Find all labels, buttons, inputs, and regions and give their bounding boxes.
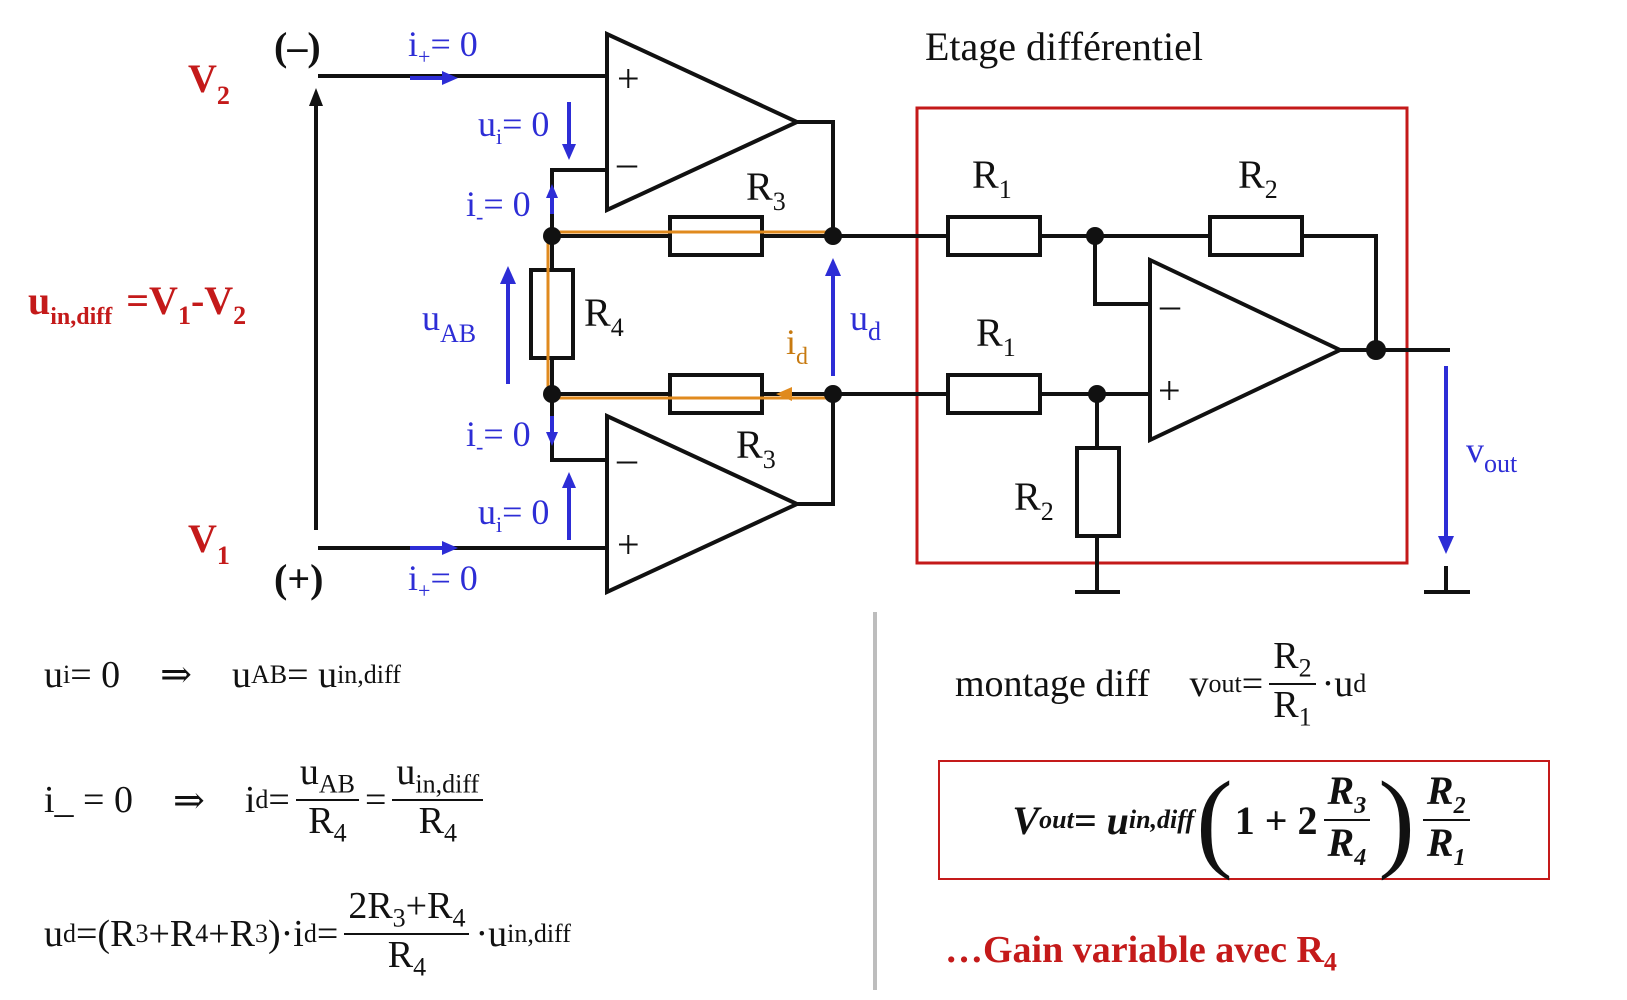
r2-bottom-label: R2: [1014, 474, 1054, 526]
vout-label: vout: [1466, 430, 1518, 478]
fraction-r2-r1: R2 R1: [1269, 635, 1316, 732]
minus-terminal-label: (–): [274, 24, 321, 69]
implies-symbol-2: ⇒: [173, 779, 205, 822]
fraction-r3-r4: R3 R4: [1323, 768, 1371, 872]
ui-bottom-arrowhead: [562, 472, 576, 488]
top-opamp: [605, 30, 802, 214]
r3-bottom-label: R3: [736, 422, 776, 474]
ui-top-arrowhead: [562, 144, 576, 160]
r2-feedback-resistor: [1208, 215, 1304, 257]
implies-symbol-1: ⇒: [160, 654, 193, 696]
r2-top-label: R2: [1238, 152, 1278, 204]
ud-label: ud: [850, 298, 881, 346]
r1-top-resistor: [946, 215, 1042, 257]
im-top-arrowhead: [546, 184, 558, 198]
id-arrowhead: [776, 387, 792, 401]
uab-label: uAB: [422, 298, 476, 348]
bottom-output-wire: [797, 394, 835, 506]
r1-top-label: R1: [972, 152, 1012, 204]
fraction-2r3r4: 2R3+R4 R4: [344, 885, 470, 982]
circuit-diagram: Etage différentiel + – – + – +: [28, 24, 1518, 603]
im-top-label: i-= 0: [466, 184, 531, 229]
ip-top-label: i+= 0: [408, 24, 478, 69]
top-feedback-wire: [550, 168, 605, 236]
vout-arrowhead: [1438, 536, 1454, 554]
fraction-result-r2-r1: R2 R1: [1422, 768, 1470, 872]
r1-bottom-label: R1: [976, 310, 1016, 362]
input-voltage-arrowhead: [309, 88, 323, 106]
node-a: [543, 227, 561, 245]
equation-diff: montage diff v out = R2 R1 ·u d: [955, 635, 1367, 732]
r3-top-label: R3: [746, 164, 786, 216]
ud-arrowhead: [825, 258, 841, 276]
bottom-opamp-minus: –: [616, 436, 638, 481]
diff-minus-wire: [1093, 236, 1150, 306]
uab-arrowhead: [500, 266, 516, 284]
vertical-divider: [873, 612, 877, 990]
plus-terminal-label: (+): [274, 556, 323, 601]
diff-opamp-plus: +: [1158, 368, 1181, 413]
fraction-uin-r4: uin,diff R4: [392, 751, 484, 848]
equation-ud: u d =(R 3 +R 4 +R 3)·i d = 2R3+R4 R4 ·u in,diff: [44, 885, 571, 982]
differential-stage-box: [915, 106, 1409, 565]
top-output-wire: [797, 120, 835, 236]
ip-bottom-arrowhead: [442, 541, 458, 555]
ip-bottom-label: i+= 0: [408, 558, 478, 603]
bottom-opamp: [605, 412, 802, 596]
fraction-uab-r4: uAB R4: [295, 751, 359, 848]
node-minus: [1086, 227, 1104, 245]
ui-bottom-label: ui= 0: [478, 492, 549, 537]
diff-opamp-minus: –: [1159, 282, 1181, 327]
r4-resistor: [529, 268, 575, 360]
r4-label: R4: [584, 290, 624, 342]
top-opamp-minus: –: [616, 140, 638, 185]
uin-diff-label: uin,diff =V1-V2: [28, 278, 246, 330]
node-out-top: [824, 227, 842, 245]
r3-top-resistor: [668, 215, 764, 257]
im-bottom-label: i-= 0: [466, 414, 531, 459]
bottom-opamp-plus: +: [617, 522, 640, 567]
v2-label: V2: [188, 56, 230, 110]
gain-note: …Gain variable avec R4: [945, 929, 1337, 977]
top-opamp-plus: +: [617, 56, 640, 101]
bottom-feedback-wire: [550, 394, 605, 462]
diff-opamp: [1148, 256, 1345, 444]
ip-top-arrowhead: [442, 71, 458, 85]
r3-bottom-resistor: [668, 373, 764, 415]
node-b: [543, 385, 561, 403]
stage-title: Etage différentiel: [925, 24, 1203, 69]
im-bottom-arrowhead: [546, 432, 558, 446]
node-out-bottom: [824, 385, 842, 403]
ui-top-label: ui= 0: [478, 104, 549, 149]
id-label: id: [786, 322, 808, 370]
node-output: [1366, 340, 1386, 360]
r2-feedback-wire: [1302, 234, 1378, 350]
v1-label: V1: [188, 516, 230, 570]
r1-bottom-resistor: [946, 373, 1042, 415]
r2-ground-resistor: [1075, 446, 1121, 538]
